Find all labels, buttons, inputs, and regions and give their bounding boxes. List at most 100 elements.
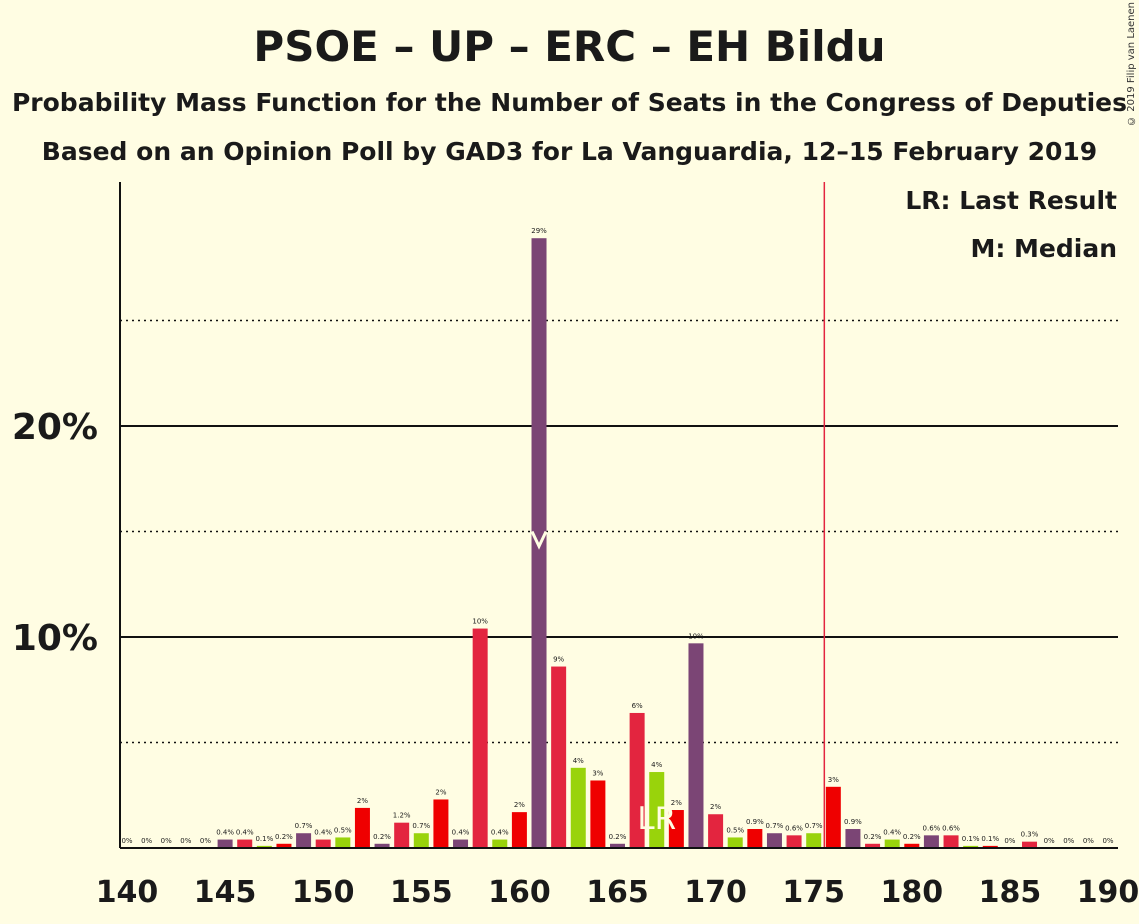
bar-seat-147 xyxy=(256,845,272,848)
bar-seat-180 xyxy=(904,843,920,848)
bar-seat-146 xyxy=(237,839,253,848)
bar-seat-152 xyxy=(354,807,370,848)
data-label-170: 2% xyxy=(710,803,721,811)
data-label-151: 0.5% xyxy=(334,826,352,834)
last-result-marker: LR xyxy=(637,801,676,837)
data-label-169: 10% xyxy=(688,632,704,640)
data-label-188: 0% xyxy=(1063,837,1074,845)
data-label-159: 0.4% xyxy=(491,829,509,837)
x-tick-label: 185 xyxy=(979,875,1042,910)
data-label-179: 0.4% xyxy=(883,829,901,837)
data-label-166: 6% xyxy=(632,702,643,710)
bar-seat-167 xyxy=(649,772,665,848)
data-label-146: 0.4% xyxy=(236,829,254,837)
data-label-158: 10% xyxy=(472,618,488,626)
data-label-177: 0.9% xyxy=(844,818,862,826)
data-label-175: 0.7% xyxy=(805,822,823,830)
median-marker xyxy=(530,530,548,550)
data-label-172: 0.9% xyxy=(746,818,764,826)
bar-seat-148 xyxy=(276,843,292,848)
data-label-150: 0.4% xyxy=(314,829,332,837)
bar-seat-151 xyxy=(335,837,351,848)
bar-seat-174 xyxy=(786,835,802,848)
bar-seat-166 xyxy=(629,712,645,848)
bar-seat-176 xyxy=(825,786,841,848)
data-label-142: 0% xyxy=(161,837,172,845)
data-label-162: 9% xyxy=(553,656,564,664)
bar-seat-177 xyxy=(845,829,861,848)
bar-seat-163 xyxy=(570,767,586,848)
data-label-148: 0.2% xyxy=(275,833,293,841)
data-label-147: 0.1% xyxy=(255,835,273,843)
data-label-154: 1.2% xyxy=(393,812,411,820)
bar-seat-171 xyxy=(727,837,743,848)
bar-seat-153 xyxy=(374,843,390,848)
bar-seat-181 xyxy=(923,835,939,848)
bar-seat-159 xyxy=(492,839,508,848)
bar-seat-164 xyxy=(590,780,606,848)
bar-seat-173 xyxy=(766,833,782,848)
data-label-157: 0.4% xyxy=(452,829,470,837)
bar-seat-154 xyxy=(394,822,410,848)
data-label-168: 2% xyxy=(671,799,682,807)
data-label-174: 0.6% xyxy=(785,824,803,832)
chart-subtitle: Probability Mass Function for the Number… xyxy=(11,88,1128,117)
data-label-140: 0% xyxy=(121,837,132,845)
bar-seat-149 xyxy=(296,833,312,848)
x-tick-label: 190 xyxy=(1077,875,1139,910)
bar-seat-178 xyxy=(865,843,881,848)
legend-last-result: LR: Last Result xyxy=(905,186,1117,215)
data-label-153: 0.2% xyxy=(373,833,391,841)
data-label-167: 4% xyxy=(651,761,662,769)
x-tick-label: 165 xyxy=(586,875,649,910)
data-label-165: 0.2% xyxy=(609,833,627,841)
data-label-187: 0% xyxy=(1044,837,1055,845)
data-label-161: 29% xyxy=(531,227,547,235)
data-label-186: 0.3% xyxy=(1021,831,1039,839)
data-label-160: 2% xyxy=(514,801,525,809)
data-label-152: 2% xyxy=(357,797,368,805)
data-label-185: 0% xyxy=(1004,837,1015,845)
bar-seat-165 xyxy=(610,843,625,848)
x-tick-label: 175 xyxy=(782,875,845,910)
bar-seat-157 xyxy=(453,839,469,848)
bar-seat-169 xyxy=(688,643,704,848)
x-tick-label: 150 xyxy=(292,875,355,910)
data-label-155: 0.7% xyxy=(412,822,430,830)
data-label-144: 0% xyxy=(200,837,211,845)
legend-median: M: Median xyxy=(970,234,1117,263)
data-label-149: 0.7% xyxy=(295,822,313,830)
data-label-145: 0.4% xyxy=(216,829,234,837)
bar-seat-155 xyxy=(413,833,429,848)
bar-seat-156 xyxy=(433,799,449,848)
y-tick-label: 10% xyxy=(12,618,98,659)
bar-seat-150 xyxy=(315,839,331,848)
bar-seat-183 xyxy=(963,845,979,848)
data-label-184: 0.1% xyxy=(981,835,999,843)
data-label-183: 0.1% xyxy=(962,835,980,843)
bar-seat-172 xyxy=(747,829,763,848)
data-label-141: 0% xyxy=(141,837,152,845)
bar-seat-182 xyxy=(943,835,959,848)
data-label-180: 0.2% xyxy=(903,833,921,841)
data-label-164: 3% xyxy=(592,769,603,777)
bar-seat-145 xyxy=(217,839,233,848)
x-tick-label: 155 xyxy=(390,875,453,910)
data-label-189: 0% xyxy=(1083,837,1094,845)
data-label-178: 0.2% xyxy=(864,833,882,841)
data-label-176: 3% xyxy=(828,776,839,784)
x-tick-label: 145 xyxy=(194,875,257,910)
data-label-190: 0% xyxy=(1102,837,1113,845)
data-label-156: 2% xyxy=(435,788,446,796)
data-label-182: 0.6% xyxy=(942,824,960,832)
bar-seat-170 xyxy=(708,814,724,848)
bar-seat-162 xyxy=(551,666,567,848)
bar-seat-184 xyxy=(982,845,998,848)
bar-seat-186 xyxy=(1022,841,1038,848)
data-label-143: 0% xyxy=(180,837,191,845)
bar-seat-160 xyxy=(511,812,527,848)
bar-seat-158 xyxy=(472,628,488,848)
data-label-171: 0.5% xyxy=(726,826,744,834)
x-tick-label: 160 xyxy=(488,875,551,910)
